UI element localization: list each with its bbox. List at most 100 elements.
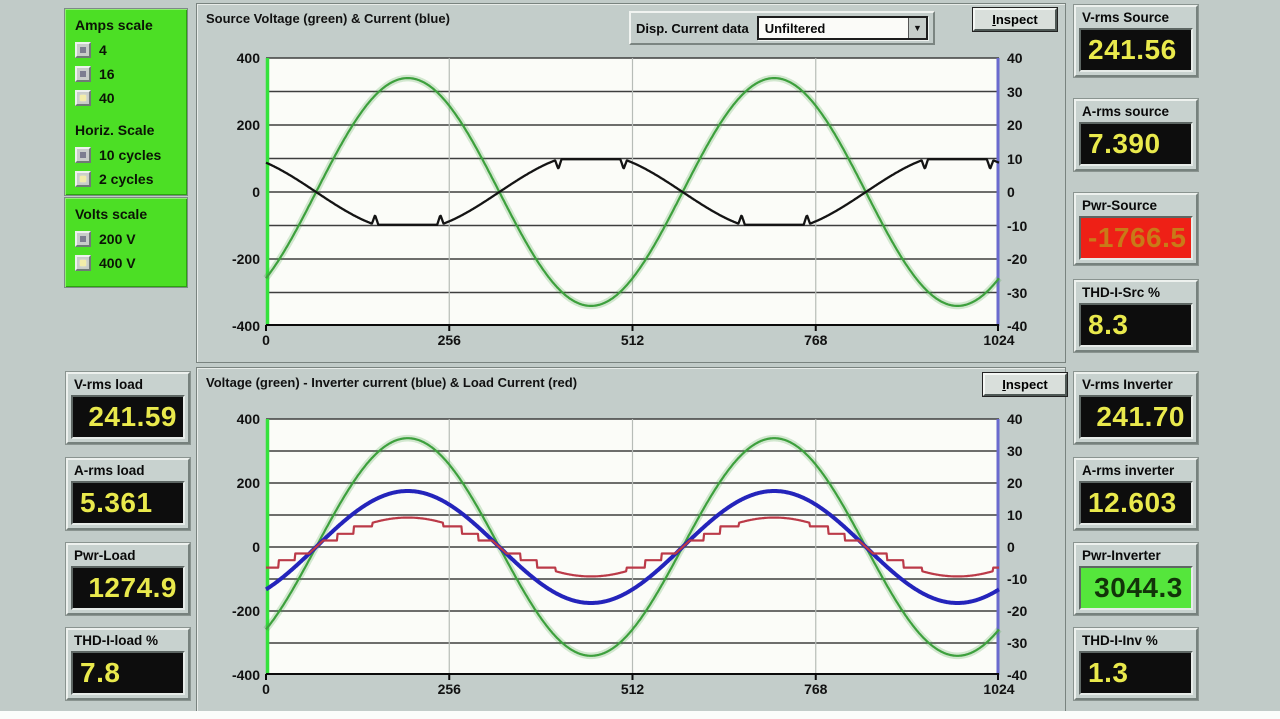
- y-right-tick-label: -30: [1007, 635, 1028, 651]
- y-right-tick-label: -40: [1007, 667, 1028, 683]
- x-tick-label: 512: [620, 681, 645, 697]
- y-right-tick-label: 0: [1007, 539, 1015, 555]
- readout-label: THD-I-load %: [74, 633, 158, 648]
- y-right-tick-label: -40: [1007, 318, 1028, 334]
- radio-led-2-cycles[interactable]: [75, 171, 91, 187]
- readout-a-rms-inverter: A-rms inverter 12.603: [1073, 457, 1199, 531]
- volts-scale-panel: Volts scale 200 V 400 V: [64, 197, 188, 288]
- readout-thd-i-src: THD-I-Src % 8.3: [1073, 279, 1199, 353]
- source-voltage-trace: [265, 77, 1000, 307]
- y-right-tick-label: 10: [1007, 150, 1023, 167]
- y-left-tick-label: 0: [252, 539, 260, 555]
- y-left-tick-label: 400: [236, 411, 260, 427]
- x-tick-label: 512: [620, 332, 645, 348]
- readout-value: 7.8: [71, 651, 185, 695]
- readout-value: 8.3: [1079, 303, 1193, 347]
- y-left-tick-label: -200: [231, 603, 260, 619]
- y-right-tick-label: -30: [1007, 284, 1028, 301]
- readout-thd-i-inv: THD-I-Inv % 1.3: [1073, 627, 1199, 701]
- readout-pwr-inverter: Pwr-Inverter 3044.3: [1073, 542, 1199, 616]
- dropdown-selected-value: Unfiltered: [764, 20, 826, 36]
- readout-value: 1.3: [1079, 651, 1193, 695]
- source-current-trace: [265, 158, 1000, 226]
- radio-led-10-cycles[interactable]: [75, 147, 91, 163]
- inverter-scope-panel: Voltage (green) - Inverter current (blue…: [196, 367, 1068, 717]
- dropdown-arrow-icon[interactable]: ▼: [908, 18, 926, 38]
- y-right-tick-label: -20: [1007, 603, 1028, 619]
- y-right-tick-label: -10: [1007, 571, 1028, 587]
- x-tick-label: 1024: [983, 332, 1015, 348]
- radio-horiz-10-cycles[interactable]: 10 cycles: [73, 143, 183, 167]
- radio-led-amps-16[interactable]: [75, 66, 91, 82]
- x-tick-label: 256: [437, 332, 461, 348]
- readout-label: V-rms Source: [1082, 10, 1170, 25]
- radio-label: 200 V: [99, 231, 136, 247]
- y-left-tick-label: 400: [236, 50, 260, 66]
- x-tick-label: 0: [262, 681, 270, 697]
- radio-led-amps-4[interactable]: [75, 42, 91, 58]
- inverter-current-trace: [264, 489, 1001, 605]
- amps-scale-title: Amps scale: [75, 17, 153, 33]
- readout-label: THD-I-Inv %: [1082, 633, 1158, 648]
- radio-label: 2 cycles: [99, 171, 154, 187]
- voltage-trace: [265, 437, 1000, 657]
- source-chart-title: Source Voltage (green) & Current (blue): [206, 11, 450, 26]
- y-right-tick-label: -10: [1007, 217, 1028, 234]
- readout-v-rms-load: V-rms load 241.59: [65, 371, 191, 445]
- readout-pwr-load: Pwr-Load 1274.9: [65, 542, 191, 616]
- load-current-trace: [265, 516, 1000, 578]
- readout-thd-i-load: THD-I-load % 7.8: [65, 627, 191, 701]
- readout-value: 241.59: [71, 395, 185, 439]
- radio-led-amps-40[interactable]: [75, 90, 91, 106]
- y-right-tick-label: 30: [1007, 83, 1023, 100]
- readout-a-rms-source: A-rms source 7.390: [1073, 98, 1199, 172]
- radio-label: 400 V: [99, 255, 136, 271]
- radio-volts-200[interactable]: 200 V: [73, 227, 183, 251]
- radio-label: 16: [99, 66, 115, 82]
- radio-amps-16[interactable]: 16: [73, 62, 183, 86]
- disp-current-data-label: Disp. Current data: [636, 20, 749, 36]
- x-tick-label: 256: [437, 681, 461, 697]
- readout-value: 7.390: [1079, 122, 1193, 166]
- inspect-button-inverter[interactable]: Inspect: [982, 372, 1068, 397]
- horiz-scale-title: Horiz. Scale: [75, 122, 155, 138]
- x-tick-label: 0: [262, 332, 270, 348]
- scale-controls-panel: Amps scale 4 16 40 Horiz. Scale 10 cycle…: [64, 8, 188, 196]
- readout-a-rms-load: A-rms load 5.361: [65, 457, 191, 531]
- volts-scale-title: Volts scale: [75, 206, 148, 222]
- y-right-tick-label: 20: [1007, 475, 1023, 491]
- y-left-tick-label: 200: [236, 117, 260, 133]
- readout-value: 241.56: [1079, 28, 1193, 72]
- radio-horiz-2-cycles[interactable]: 2 cycles: [73, 167, 183, 191]
- readout-value: 12.603: [1079, 481, 1193, 525]
- readout-pwr-source: Pwr-Source -1766.5: [1073, 192, 1199, 266]
- radio-led-400v[interactable]: [75, 255, 91, 271]
- readout-label: Pwr-Load: [74, 548, 136, 563]
- radio-label: 40: [99, 90, 115, 106]
- readout-value: 241.70: [1079, 395, 1193, 439]
- radio-amps-4[interactable]: 4: [73, 38, 183, 62]
- radio-volts-400[interactable]: 400 V: [73, 251, 183, 275]
- readout-label: A-rms load: [74, 463, 145, 478]
- readout-label: THD-I-Src %: [1082, 285, 1161, 300]
- y-left-tick-label: -400: [231, 667, 260, 683]
- readout-label: Pwr-Inverter: [1082, 548, 1161, 563]
- radio-label: 4: [99, 42, 107, 58]
- current-data-selector-group: Disp. Current data Unfiltered ▼: [629, 11, 935, 45]
- readout-value: 5.361: [71, 481, 185, 525]
- radio-amps-40[interactable]: 40: [73, 86, 183, 110]
- y-left-tick-label: 200: [236, 475, 260, 491]
- x-tick-label: 768: [804, 681, 828, 697]
- radio-led-200v[interactable]: [75, 231, 91, 247]
- readout-label: V-rms Inverter: [1082, 377, 1173, 392]
- x-tick-label: 1024: [983, 681, 1015, 697]
- x-tick-label: 768: [804, 332, 828, 348]
- current-data-dropdown[interactable]: Unfiltered ▼: [756, 16, 928, 40]
- inverter-chart-title: Voltage (green) - Inverter current (blue…: [206, 375, 578, 390]
- source-scope-plot: [263, 57, 1002, 331]
- inverter-scope-plot: [263, 418, 1002, 680]
- screen-bottom-edge: [0, 711, 1280, 719]
- readout-v-rms-inverter: V-rms Inverter 241.70: [1073, 371, 1199, 445]
- inspect-button-source[interactable]: Inspect: [972, 7, 1058, 32]
